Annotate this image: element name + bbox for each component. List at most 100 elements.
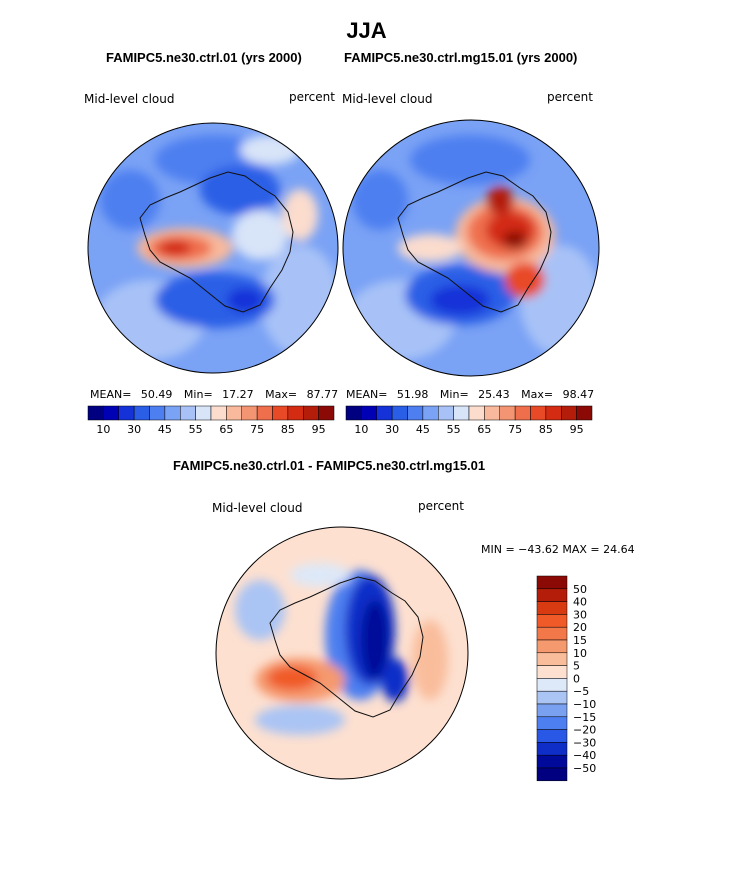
panel2-mean-label: MEAN= — [346, 388, 388, 401]
panel2-colorbar-swatch — [499, 405, 516, 421]
panel2-colorbar-tick-label: 85 — [539, 423, 553, 436]
panel2-colorbar-swatch — [438, 405, 454, 421]
panel1-colorbar-swatch — [241, 405, 258, 421]
panel1-colorbar-swatch — [287, 405, 304, 421]
panel1-colorbar-swatch — [226, 405, 242, 421]
panel1-colorbar-swatch — [149, 405, 166, 421]
panel1-title: FAMIPC5.ne30.ctrl.01 (yrs 2000) — [106, 50, 302, 65]
diff-colorbar-tick-label: 20 — [573, 621, 587, 634]
diff-range-text: MIN = −43.62 MAX = 24.64 — [481, 543, 635, 556]
diff-colorbar-swatch — [536, 665, 568, 679]
panel1-colorbar-tick-label: 10 — [96, 423, 110, 436]
diff-colorbar-swatch — [536, 614, 568, 628]
panel2-colorbar-swatch — [484, 405, 500, 421]
diff-colorbar-tick-label: −15 — [573, 711, 596, 724]
panel1-mean-value: 50.49 — [140, 388, 173, 401]
panel1-colorbar-tick-label: 45 — [158, 423, 172, 436]
panel1-colorbar-swatch — [180, 405, 196, 421]
panel1-colorbar-swatch — [272, 405, 289, 421]
panel1-variable-label: Mid-level cloud — [84, 92, 175, 106]
panel1-colorbar-tick-label: 85 — [281, 423, 295, 436]
panel1-colorbar-swatch — [164, 405, 181, 421]
diff-colorbar-swatch — [536, 588, 568, 602]
panel2-colorbar-swatch — [545, 405, 562, 421]
panel1-colorbar-swatch — [87, 405, 104, 421]
panel1-stats: MEAN= 50.49 Min= 17.27 Max= 87.77 — [90, 388, 338, 401]
panel1-colorbar-swatch — [195, 405, 212, 421]
panel2-colorbar: 10 30 45 55 65 75 85 95 — [345, 405, 593, 436]
panel2-colorbar-tick-label: 10 — [354, 423, 368, 436]
diff-colorbar-tick-label: −5 — [573, 685, 589, 698]
diff-colorbar-tick-label: 50 — [573, 583, 587, 596]
diff-colorbar-swatch — [536, 639, 568, 654]
panel2-colorbar-swatch — [422, 405, 439, 421]
panel1-colorbar-swatch — [103, 405, 119, 421]
diff-colorbar-swatch — [536, 626, 568, 641]
diff-colorbar-swatch — [536, 754, 568, 769]
figure-title: JJA — [346, 18, 387, 43]
panel1-max-value: 87.77 — [306, 388, 339, 401]
panel1-min-label: Min= — [183, 388, 213, 401]
diff-colorbar-tick-label: −30 — [573, 736, 596, 749]
panel2-colorbar-tick-label: 30 — [385, 423, 399, 436]
panel1-max-label: Max= — [265, 388, 298, 401]
panel1-colorbar-swatch — [118, 405, 135, 421]
panel2-colorbar-swatch — [576, 405, 593, 421]
panel1-colorbar-swatch — [318, 405, 335, 421]
panel2-min-value: 25.43 — [478, 388, 510, 401]
panel1-colorbar-swatch — [303, 405, 319, 421]
diff-colorbar-tick-label: 15 — [573, 634, 587, 647]
panel2-min-label: Min= — [439, 388, 469, 401]
diff-colorbar-tick-label: 30 — [573, 608, 587, 621]
panel1-colorbar-tick-label: 75 — [250, 423, 264, 436]
panel1-mean-label: MEAN= — [90, 388, 132, 401]
panel1-colorbar-swatch — [256, 405, 273, 421]
diff-colorbar-swatch — [536, 767, 568, 782]
panel1-colorbar-tick-label: 55 — [189, 423, 203, 436]
panel2-colorbar-tick-label: 65 — [477, 423, 491, 436]
panel2-mean-value: 51.98 — [396, 388, 429, 401]
panel1-units-label: percent — [289, 90, 335, 104]
diff-variable-label: Mid-level cloud — [212, 501, 303, 515]
panel1-colorbar-swatch — [133, 405, 150, 421]
panel2-colorbar-tick-label: 75 — [508, 423, 522, 436]
diff-colorbar-tick-label: 0 — [573, 672, 580, 685]
diff-colorbar-tick-label: 10 — [573, 647, 587, 660]
panel1-colorbar-swatch — [210, 405, 227, 421]
diff-colorbar-swatch — [536, 703, 568, 718]
diff-colorbar-swatch — [536, 742, 568, 756]
diff-map — [215, 526, 469, 780]
diff-colorbar-tick-label: −20 — [573, 724, 596, 737]
panel2-colorbar-tick-label: 55 — [447, 423, 461, 436]
panel1-colorbar: 10 30 45 55 65 75 85 95 — [87, 405, 335, 436]
panel2-colorbar-swatch — [361, 405, 377, 421]
diff-colorbar-tick-label: −50 — [573, 762, 596, 775]
panel2-map — [342, 119, 600, 377]
panel2-title: FAMIPC5.ne30.ctrl.mg15.01 (yrs 2000) — [344, 50, 578, 65]
diff-colorbar-tick-label: 40 — [573, 596, 587, 609]
panel2-colorbar-swatch — [561, 405, 577, 421]
panel2-colorbar-swatch — [391, 405, 408, 421]
panel1-colorbar-tick-label: 65 — [219, 423, 233, 436]
panel2-variable-label: Mid-level cloud — [342, 92, 433, 106]
panel1-map — [87, 122, 339, 374]
panel2-stats: MEAN= 51.98 Min= 25.43 Max= 98.47 — [346, 388, 596, 401]
panel1-colorbar-tick-label: 95 — [312, 423, 326, 436]
diff-title: FAMIPC5.ne30.ctrl.01 - FAMIPC5.ne30.ctrl… — [173, 458, 486, 473]
diff-colorbar-swatch — [536, 601, 568, 615]
diff-units-label: percent — [418, 499, 464, 513]
diff-colorbar-tick-label: 5 — [573, 660, 580, 673]
panel1-min-value: 17.27 — [222, 388, 254, 401]
panel2-max-value: 98.47 — [562, 388, 595, 401]
panel2-max-label: Max= — [521, 388, 554, 401]
diff-colorbar-swatch — [536, 690, 568, 705]
panel2-colorbar-swatch — [376, 405, 393, 421]
diff-colorbar-swatch — [536, 652, 568, 666]
panel2-colorbar-swatch — [468, 405, 485, 421]
panel2-units-label: percent — [547, 90, 593, 104]
panel2-colorbar-tick-label: 95 — [570, 423, 584, 436]
diff-colorbar-tick-label: −40 — [573, 749, 596, 762]
diff-colorbar-swatch — [536, 678, 568, 692]
